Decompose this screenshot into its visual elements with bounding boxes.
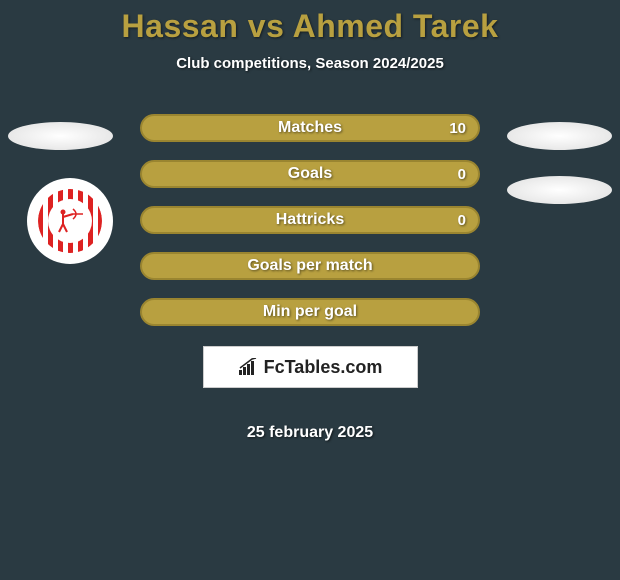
date-label: 25 february 2025 xyxy=(247,424,373,442)
stat-bar-hattricks: Hattricks 0 xyxy=(140,206,480,234)
header: Hassan vs Ahmed Tarek Club competitions,… xyxy=(0,0,620,72)
stat-value: 0 xyxy=(458,212,466,229)
stat-bar-min-per-goal: Min per goal xyxy=(140,298,480,326)
stat-value: 0 xyxy=(458,166,466,183)
chart-icon xyxy=(238,358,260,376)
player-placeholder-right-1 xyxy=(507,122,612,150)
page-title: Hassan vs Ahmed Tarek xyxy=(0,8,620,45)
stats-container: Matches 10 Goals 0 Hattricks 0 Goals per… xyxy=(0,114,620,442)
page-subtitle: Club competitions, Season 2024/2025 xyxy=(0,55,620,72)
stat-value: 10 xyxy=(449,120,466,137)
stat-label: Matches xyxy=(278,119,342,137)
stat-bar-matches: Matches 10 xyxy=(140,114,480,142)
stat-label: Goals per match xyxy=(247,257,372,275)
club-badge xyxy=(27,178,113,264)
stat-bar-goals: Goals 0 xyxy=(140,160,480,188)
player-placeholder-left xyxy=(8,122,113,150)
branding-logo: FcTables.com xyxy=(238,357,383,378)
branding-box[interactable]: FcTables.com xyxy=(203,346,418,388)
badge-inner xyxy=(38,189,102,253)
stat-label: Min per goal xyxy=(263,303,357,321)
stat-label: Goals xyxy=(288,165,332,183)
branding-text: FcTables.com xyxy=(264,357,383,378)
stat-label: Hattricks xyxy=(276,211,344,229)
badge-archer-icon xyxy=(48,199,92,243)
stat-bar-goals-per-match: Goals per match xyxy=(140,252,480,280)
player-placeholder-right-2 xyxy=(507,176,612,204)
